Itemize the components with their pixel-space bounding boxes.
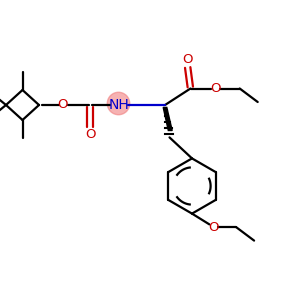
Text: O: O [58, 98, 68, 112]
Text: NH: NH [108, 98, 129, 112]
Polygon shape [163, 107, 172, 130]
Ellipse shape [107, 92, 130, 115]
Text: O: O [210, 82, 220, 95]
Text: O: O [182, 53, 193, 66]
Text: O: O [85, 128, 95, 142]
Text: O: O [208, 220, 219, 234]
